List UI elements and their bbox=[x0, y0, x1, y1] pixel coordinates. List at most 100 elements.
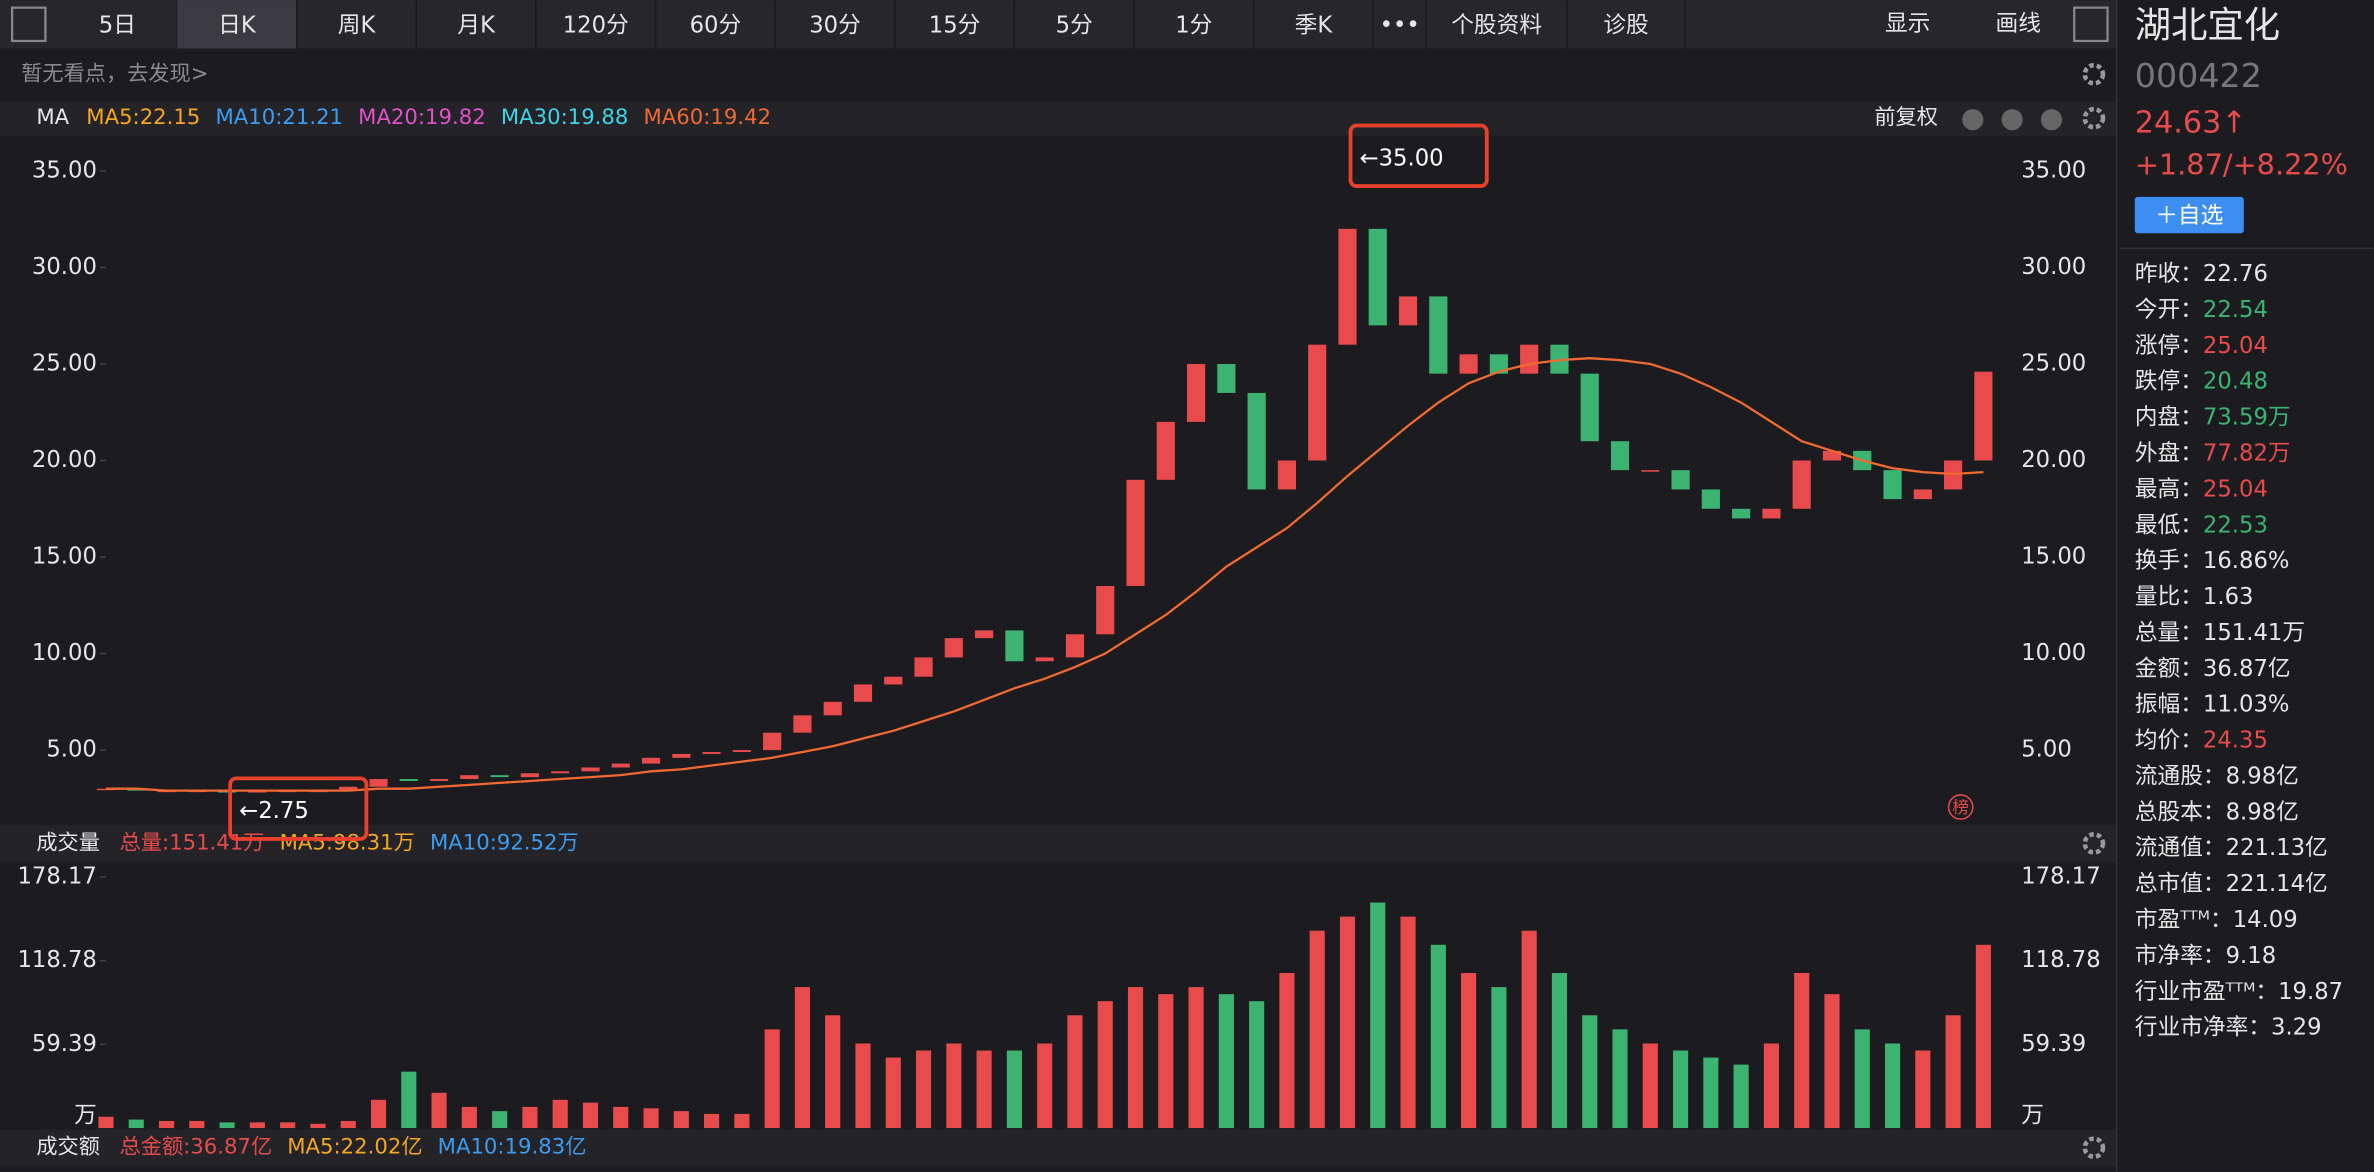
stat-value: 22.76 bbox=[2203, 261, 2268, 287]
volume-bar bbox=[1884, 1043, 1901, 1129]
volume-bar bbox=[855, 1043, 871, 1129]
volume-bar bbox=[1703, 1057, 1719, 1129]
tab[interactable]: 月K bbox=[457, 12, 496, 38]
adjust[interactable]: 前复权 bbox=[1874, 104, 1938, 129]
y-tick-label: 118.78 bbox=[2021, 947, 2100, 973]
candle bbox=[1489, 354, 1508, 374]
stat-label: 今开： bbox=[2135, 296, 2203, 322]
legend-item: MA10:21.21 bbox=[216, 104, 344, 129]
y-tick-label: 59.39 bbox=[2021, 1031, 2086, 1057]
volume-bar bbox=[1400, 916, 1416, 1129]
stat-row: 涨停：25.04 bbox=[2135, 332, 2268, 358]
tab[interactable]: 日K bbox=[218, 12, 257, 38]
tab[interactable]: 个股资料 bbox=[1451, 12, 1542, 38]
settings-icon[interactable] bbox=[2082, 106, 2106, 130]
stat-label: 行业市净率： bbox=[2135, 1014, 2271, 1040]
settings-icon[interactable] bbox=[2082, 832, 2106, 855]
legend-item: MA10:92.52万 bbox=[430, 829, 579, 854]
candle bbox=[732, 750, 751, 753]
tab[interactable]: 30分 bbox=[809, 12, 861, 38]
y-tick-label: 30.00 bbox=[32, 254, 97, 280]
volume-bar bbox=[1218, 994, 1234, 1129]
stat-value: 1.63 bbox=[2203, 584, 2254, 610]
candle bbox=[1338, 228, 1357, 345]
stat-value: 151.41万 bbox=[2203, 619, 2305, 645]
minus-button[interactable] bbox=[1962, 109, 1984, 131]
tab[interactable]: 诊股 bbox=[1603, 12, 1648, 38]
annotation: ←35.00 bbox=[1360, 145, 1444, 171]
ma-line bbox=[105, 357, 1984, 792]
close-button[interactable] bbox=[2040, 109, 2063, 131]
stat-row: 量比：1.63 bbox=[2135, 584, 2254, 610]
plus-button[interactable] bbox=[2001, 109, 2023, 131]
candle bbox=[399, 779, 418, 781]
candle bbox=[369, 779, 388, 787]
tab[interactable]: 120分 bbox=[563, 12, 629, 38]
volume-bar bbox=[1551, 972, 1568, 1129]
volume-bar bbox=[370, 1099, 387, 1129]
stat-value: 11.03% bbox=[2203, 691, 2290, 717]
volume-bar bbox=[310, 1123, 326, 1129]
volume-bar bbox=[128, 1119, 144, 1129]
panel-toggle[interactable] bbox=[10, 6, 47, 43]
volume-bar bbox=[1733, 1064, 1749, 1129]
tab[interactable]: 5分 bbox=[1056, 12, 1093, 38]
watch-button[interactable] bbox=[2134, 196, 2244, 234]
candle bbox=[1035, 657, 1054, 662]
badge-ring[interactable] bbox=[1947, 794, 1974, 820]
volume-bar bbox=[734, 1113, 750, 1129]
candle bbox=[1308, 344, 1327, 461]
stat-label: 流通值： bbox=[2135, 835, 2226, 861]
tab[interactable]: 1分 bbox=[1175, 12, 1212, 38]
settings-icon[interactable] bbox=[2082, 1136, 2106, 1160]
legend-item: 总金额:36.87亿 bbox=[120, 1134, 273, 1159]
volume-bar bbox=[1430, 944, 1446, 1129]
candle bbox=[641, 757, 661, 764]
stat-value: 77.82万 bbox=[2203, 440, 2291, 466]
tab[interactable]: 5日 bbox=[99, 12, 136, 38]
stat-value: 8.98亿 bbox=[2226, 799, 2299, 825]
stat-row: 外盘：77.82万 bbox=[2135, 440, 2291, 466]
candle bbox=[823, 701, 842, 716]
stat-row: 金额：36.87亿 bbox=[2135, 655, 2291, 681]
volume-bar bbox=[1582, 1015, 1598, 1129]
candle bbox=[1671, 470, 1690, 490]
candle bbox=[1913, 489, 1932, 500]
candle bbox=[429, 779, 449, 781]
toolbar-action[interactable]: 画线 bbox=[1995, 11, 2040, 37]
stat-value: 20.48 bbox=[2203, 368, 2268, 394]
settings-icon[interactable] bbox=[2082, 62, 2106, 86]
amount-title: 成交额 bbox=[36, 1134, 100, 1159]
tab[interactable]: 季K bbox=[1295, 12, 1334, 38]
candle bbox=[1277, 460, 1297, 490]
volume-bar bbox=[1521, 930, 1537, 1129]
volume-header bbox=[0, 825, 2117, 862]
candle bbox=[853, 684, 873, 702]
candle bbox=[1247, 392, 1266, 490]
volume-bar bbox=[249, 1122, 265, 1129]
candle bbox=[1187, 363, 1206, 422]
stat-label: 跌停： bbox=[2135, 368, 2203, 394]
toolbar-action[interactable]: 显示 bbox=[1885, 11, 1930, 37]
y-tick-label: 35.00 bbox=[2021, 157, 2086, 183]
panel-toggle[interactable] bbox=[2073, 6, 2109, 43]
badge[interactable]: 榜 bbox=[1952, 798, 1969, 817]
tab[interactable]: ••• bbox=[1380, 12, 1420, 38]
indicator[interactable]: MA bbox=[36, 104, 69, 129]
stat-label: 行业市盈ᵀᵀᴹ： bbox=[2135, 978, 2278, 1004]
stat-row: 总股本：8.98亿 bbox=[2135, 799, 2299, 825]
y-tick-label: 5.00 bbox=[46, 737, 97, 763]
stat-row: 总市值：221.14亿 bbox=[2135, 871, 2328, 897]
watch-button-label[interactable]: ＋自选 bbox=[2155, 203, 2223, 229]
candle bbox=[793, 715, 812, 733]
price-header bbox=[0, 101, 2117, 137]
tab[interactable]: 60分 bbox=[690, 12, 742, 38]
notice[interactable]: 暂无看点，去发现> bbox=[21, 60, 208, 85]
stat-row: 振幅：11.03% bbox=[2135, 691, 2290, 717]
y-tick-label: 30.00 bbox=[2021, 254, 2086, 280]
tab[interactable]: 周K bbox=[338, 12, 377, 38]
volume-bar bbox=[552, 1099, 568, 1129]
stat-value: 221.13亿 bbox=[2226, 835, 2328, 861]
candle bbox=[520, 773, 539, 778]
tab[interactable]: 15分 bbox=[929, 12, 981, 38]
